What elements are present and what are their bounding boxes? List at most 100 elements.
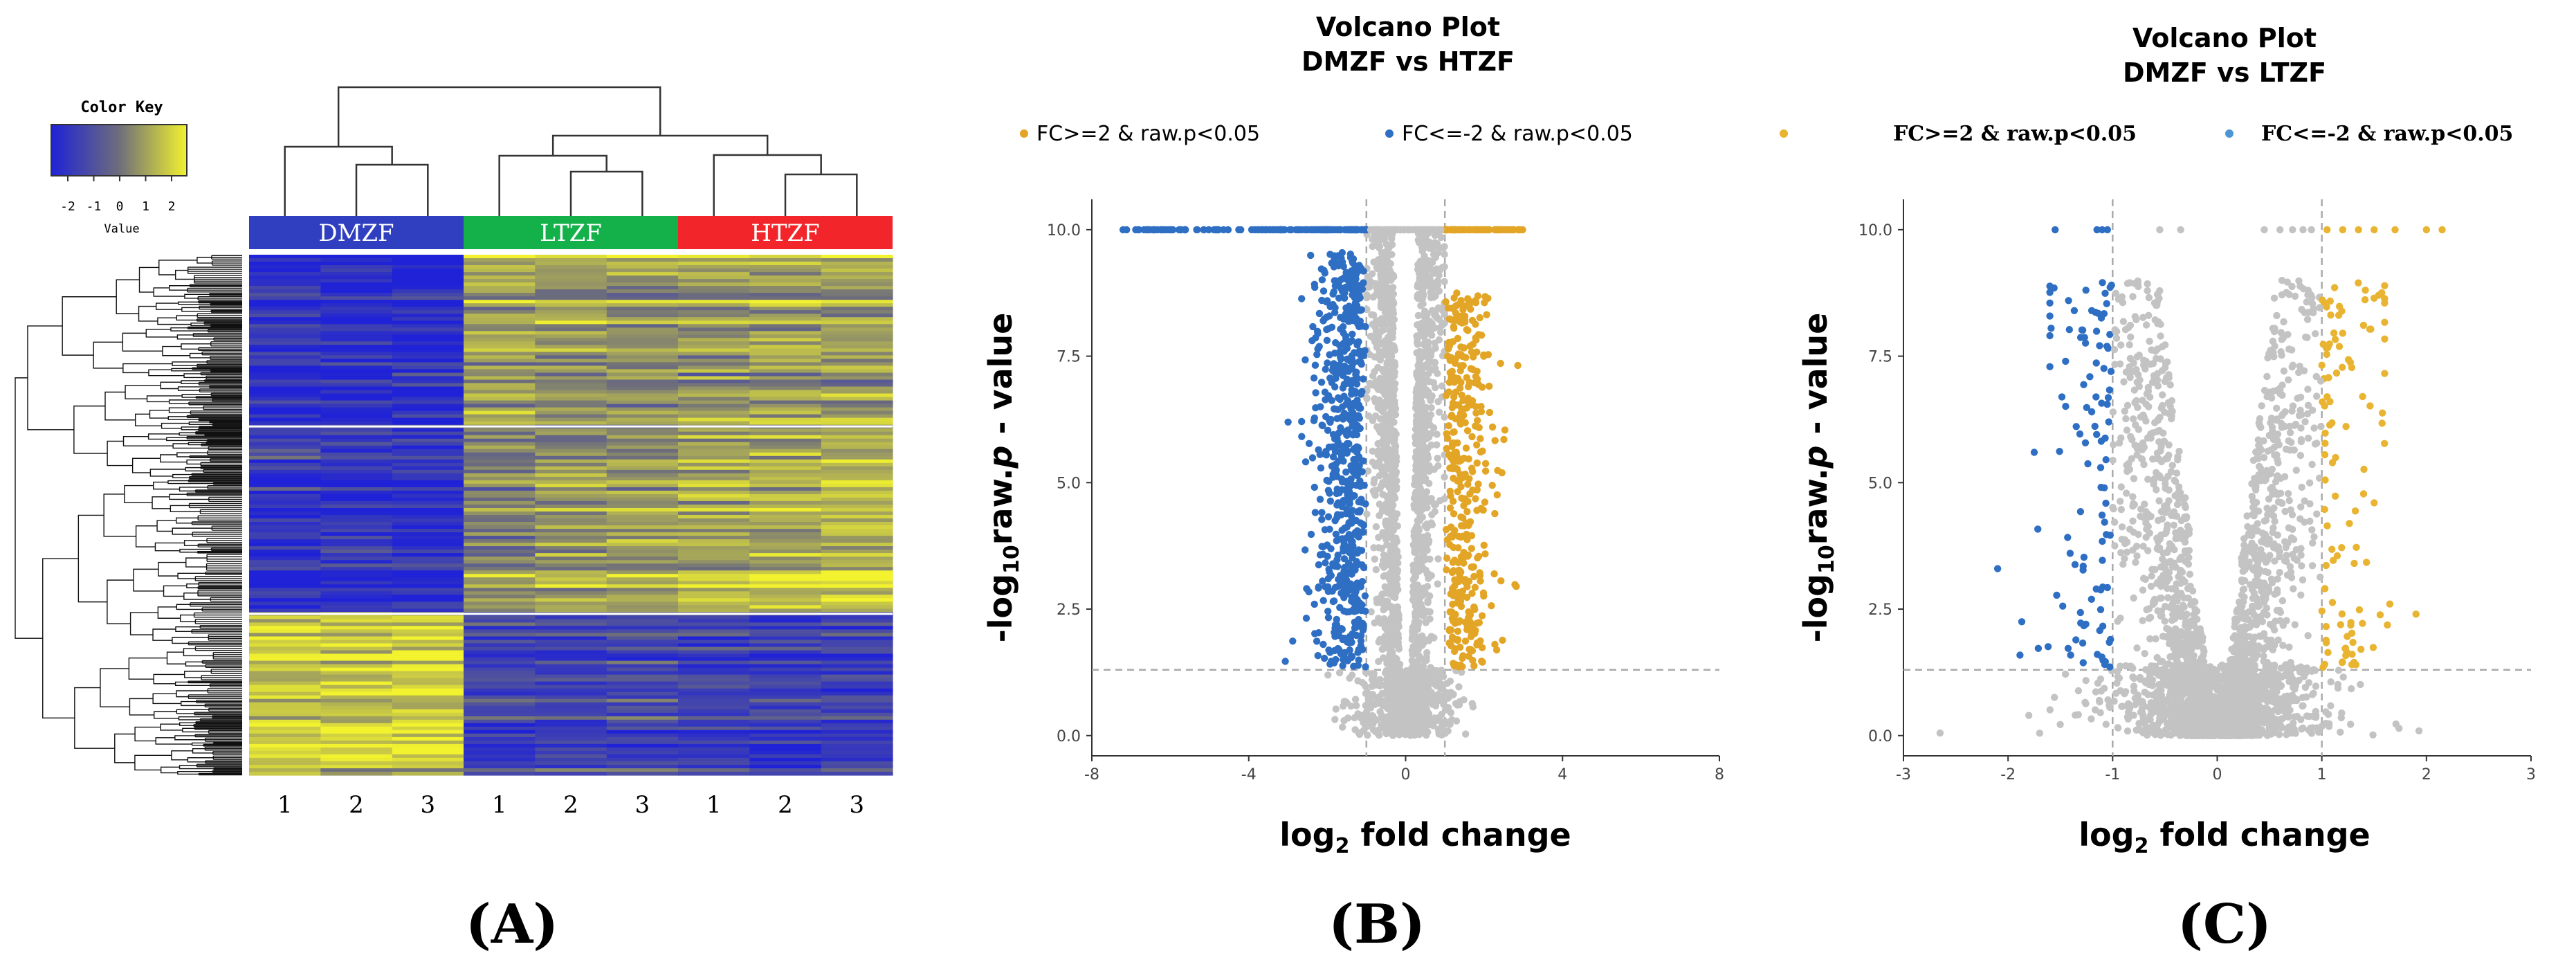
- heatmap-cell: [320, 595, 393, 599]
- heatmap-cell: [392, 591, 464, 595]
- heatmap-cell: [678, 539, 750, 543]
- heatmap-cell: [392, 570, 464, 574]
- point-not-significant: [1380, 551, 1388, 559]
- heatmap-cell: [606, 438, 679, 443]
- heatmap-cell: [821, 761, 893, 766]
- point-down: [1352, 588, 1360, 596]
- point-not-significant: [1411, 618, 1419, 626]
- heatmap-cell: [678, 497, 750, 502]
- heatmap-cell: [320, 414, 393, 419]
- point-not-significant: [1444, 727, 1452, 735]
- heatmap-cell: [749, 505, 822, 509]
- heatmap-cell: [535, 365, 608, 370]
- heatmap-cell: [464, 269, 536, 273]
- heatmap-cell: [821, 500, 893, 505]
- volcano-b-title-line1: Volcano Plot: [1316, 12, 1500, 42]
- point-not-significant: [1388, 714, 1396, 721]
- heatmap-cell: [464, 757, 536, 762]
- row-dendrogram-link: [107, 440, 133, 467]
- heatmap-cell: [464, 646, 536, 651]
- heatmap-cell: [535, 473, 608, 478]
- row-dendrogram-link: [149, 409, 170, 419]
- heatmap-cell: [249, 598, 321, 602]
- heatmap-cell: [249, 262, 321, 266]
- heatmap-cell: [320, 678, 393, 682]
- heatmap-cell: [392, 359, 464, 363]
- row-dendrogram-link: [184, 671, 212, 678]
- heatmap-cell: [392, 556, 464, 561]
- heatmap-cell: [821, 546, 893, 550]
- heatmap-cell: [606, 768, 679, 772]
- heatmap-cell: [749, 296, 822, 300]
- heatmap-cell: [749, 570, 822, 574]
- point-not-significant: [1384, 680, 1392, 688]
- heatmap-cell: [249, 338, 321, 342]
- heatmap-cell: [749, 543, 822, 547]
- y-tick-label: 2.5: [1057, 601, 1081, 619]
- heatmap-cell: [392, 476, 464, 481]
- heatmap-cell: [606, 372, 679, 377]
- heatmap-cell: [464, 449, 536, 453]
- point-down: [1309, 323, 1317, 331]
- heatmap-cell: [535, 757, 608, 762]
- heatmap-cell: [749, 272, 822, 276]
- heatmap-cell: [606, 615, 679, 619]
- point-not-significant: [1383, 660, 1391, 667]
- point-not-significant: [1388, 500, 1396, 508]
- point-up: [1471, 583, 1479, 591]
- heatmap-cell: [821, 466, 893, 471]
- heatmap-cell: [320, 452, 393, 457]
- heatmap-cell: [320, 515, 393, 519]
- heatmap-cell: [606, 691, 679, 696]
- heatmap-cell: [464, 455, 536, 460]
- point-not-significant: [1432, 383, 1439, 392]
- heatmap-cell: [320, 601, 393, 606]
- heatmap-cell: [821, 293, 893, 297]
- point-down: [1324, 513, 1333, 520]
- point-not-significant: [1371, 368, 1378, 376]
- heatmap-cell: [535, 376, 608, 381]
- point-not-significant: [1425, 280, 1433, 288]
- point-down: [1307, 530, 1315, 538]
- point-down: [1342, 343, 1349, 350]
- heatmap-cell: [249, 310, 321, 314]
- heatmap-cell: [464, 272, 536, 276]
- point-down: [1355, 508, 1364, 516]
- heatmap-cell: [464, 716, 536, 721]
- point-down: [1351, 470, 1359, 478]
- heatmap-cell: [249, 483, 321, 488]
- heatmap-cell: [535, 653, 608, 658]
- heatmap-cell: [320, 560, 393, 564]
- heatmap-cell: [678, 262, 750, 266]
- point-not-significant: [1412, 608, 1419, 617]
- heatmap-cell: [606, 255, 679, 259]
- heatmap-cell: [320, 768, 393, 772]
- heatmap-cell: [535, 768, 608, 772]
- heatmap-cell: [464, 442, 536, 446]
- heatmap-cell: [249, 452, 321, 457]
- row-dendrogram-link: [155, 737, 192, 745]
- point-down: [1308, 454, 1317, 462]
- heatmap-cell: [320, 493, 393, 498]
- column-label: 2: [349, 791, 364, 819]
- heatmap-cell: [249, 272, 321, 276]
- heatmap-cell: [821, 747, 893, 752]
- heatmap-cell: [320, 293, 393, 297]
- heatmap-cell: [464, 327, 536, 332]
- heatmap-cell: [535, 581, 608, 585]
- heatmap-cell: [606, 622, 679, 626]
- heatmap-cell: [249, 640, 321, 644]
- heatmap-cell: [606, 757, 679, 762]
- heatmap-cell: [606, 362, 679, 366]
- point-not-significant: [1412, 399, 1420, 406]
- heatmap-cell: [392, 310, 464, 314]
- point-down: [1334, 563, 1342, 570]
- row-dendrogram-link: [179, 487, 208, 492]
- row-dendrogram-link: [93, 341, 123, 369]
- heatmap-cell: [392, 626, 464, 630]
- point-not-significant: [1423, 608, 1431, 616]
- point-not-significant: [1421, 727, 1428, 734]
- point-not-significant: [1428, 392, 1436, 400]
- heatmap-cell: [392, 379, 464, 384]
- point-down: [1333, 501, 1341, 509]
